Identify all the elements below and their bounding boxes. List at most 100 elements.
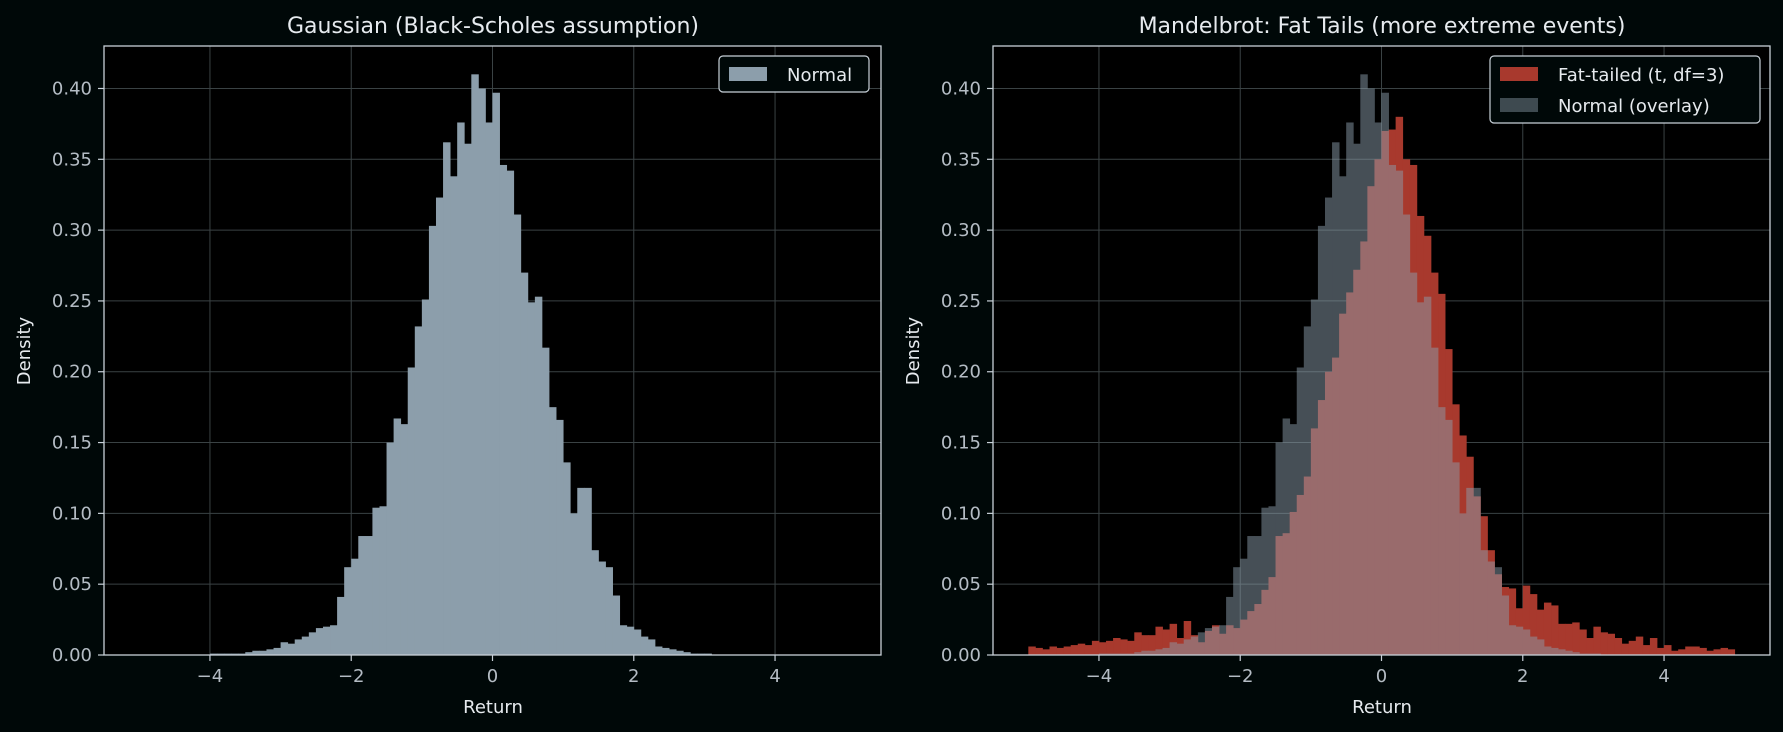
histogram-bar (393, 418, 402, 655)
histogram-bar (1402, 214, 1411, 655)
y-tick-label: 0.10 (941, 503, 981, 524)
chart-title: Mandelbrot: Fat Tails (more extreme even… (1139, 14, 1626, 39)
histogram-bar (1056, 647, 1065, 655)
histogram-bar (1656, 647, 1665, 655)
histogram-bar (1678, 649, 1686, 655)
y-tick-label: 0.40 (941, 78, 981, 99)
histogram-bar (471, 74, 479, 656)
histogram-bar (1522, 629, 1531, 655)
histogram-bar (1204, 628, 1213, 655)
histogram-bar (591, 550, 599, 655)
histogram-bar (1077, 643, 1086, 655)
histogram-bar (704, 653, 712, 655)
histogram-bar (344, 567, 352, 655)
histogram-bar (1360, 74, 1368, 656)
histogram-bar (1211, 626, 1220, 655)
histogram-bar (1353, 143, 1361, 655)
histogram-bar (1148, 635, 1156, 655)
histogram-bar (1501, 595, 1510, 655)
histogram-bar (407, 367, 416, 655)
histogram-bar (492, 92, 500, 656)
chart-title: Gaussian (Black-Scholes assumption) (287, 14, 699, 39)
histogram-bar (1607, 633, 1615, 655)
histogram-bar (1084, 645, 1093, 655)
histogram-bar (1713, 649, 1721, 655)
histogram-bar (1642, 645, 1651, 655)
histogram-bar (294, 639, 303, 655)
histogram-bar (1572, 622, 1580, 655)
histogram-bar (1487, 561, 1495, 655)
histogram-bar (1430, 347, 1439, 655)
histogram-bar (1480, 550, 1488, 655)
histogram-bar (1685, 646, 1693, 655)
histogram-bar (1113, 653, 1121, 655)
histogram-bar (1106, 653, 1114, 655)
y-tick-label: 0.20 (52, 362, 92, 383)
legend-swatch-fat-tailed (1500, 67, 1538, 81)
histogram-bar (1226, 596, 1234, 655)
histogram-bar (534, 296, 543, 655)
histogram-bar (1346, 122, 1354, 656)
histogram-bar (1162, 629, 1170, 655)
histogram-bar (315, 628, 324, 655)
y-axis-label: Density (14, 316, 35, 385)
histogram-bar (1268, 506, 1276, 655)
histogram-bar (231, 653, 239, 655)
histogram-bar (1508, 588, 1517, 655)
histogram-bar (570, 513, 578, 655)
histogram-bar (238, 653, 246, 655)
histogram-bar (1536, 639, 1545, 655)
histogram-bar (1628, 640, 1637, 655)
histogram-bar (301, 636, 310, 655)
histogram-bar (1127, 653, 1135, 655)
histogram-bar (400, 424, 409, 655)
histogram-bar (1063, 646, 1072, 655)
histogram-bar (1310, 299, 1319, 655)
histogram-bar (322, 626, 331, 655)
histogram-bar (435, 197, 444, 655)
histogram-bar (1134, 632, 1142, 655)
histogram-bar (1494, 567, 1502, 655)
x-tick-label: −4 (1086, 666, 1113, 687)
series-1 (1098, 74, 1601, 656)
histogram-bar (1565, 623, 1573, 655)
x-axis-label: Return (463, 697, 523, 718)
histogram-bar (1155, 649, 1163, 655)
histogram-bar (563, 462, 571, 655)
gaussian-histogram-panel: Gaussian (Black-Scholes assumption) Dens… (14, 14, 882, 718)
histogram-bar (619, 625, 628, 655)
histogram-bar (1727, 649, 1736, 655)
histogram-bar (584, 487, 592, 655)
histogram-bar (1035, 647, 1043, 655)
histogram-bar (259, 650, 267, 655)
histogram-bar (1120, 653, 1128, 655)
histogram-bar (1317, 225, 1326, 656)
histogram-bar (1388, 164, 1397, 655)
histogram-bar (1374, 122, 1382, 656)
histogram-bar (1671, 650, 1679, 655)
histogram-bar (1176, 643, 1185, 655)
histogram-bar (1558, 623, 1566, 655)
histogram-bar (1635, 636, 1644, 655)
histogram-bar (1240, 558, 1248, 655)
x-tick-label: 2 (1517, 666, 1528, 687)
histogram-bar (1416, 302, 1425, 655)
histogram-bar (1098, 653, 1107, 655)
histogram-bar (1522, 585, 1531, 655)
histogram-bar (499, 164, 508, 655)
histogram-bar (1395, 170, 1404, 655)
histogram-bar (1692, 646, 1700, 655)
histogram-bar (690, 653, 698, 655)
x-tick-label: 0 (487, 666, 498, 687)
histogram-bar (1162, 647, 1170, 655)
histogram-bar (1536, 609, 1545, 655)
histogram-bar (372, 507, 380, 655)
y-tick-label: 0.05 (941, 574, 981, 595)
histogram-bar (541, 347, 550, 655)
histogram-bar (1261, 507, 1269, 655)
legend: Fat-tailed (t, df=3) Normal (overlay) (1489, 55, 1761, 124)
histogram-bar (1303, 326, 1312, 655)
histogram-bar (1332, 142, 1340, 655)
x-axis-label: Return (1352, 697, 1412, 718)
